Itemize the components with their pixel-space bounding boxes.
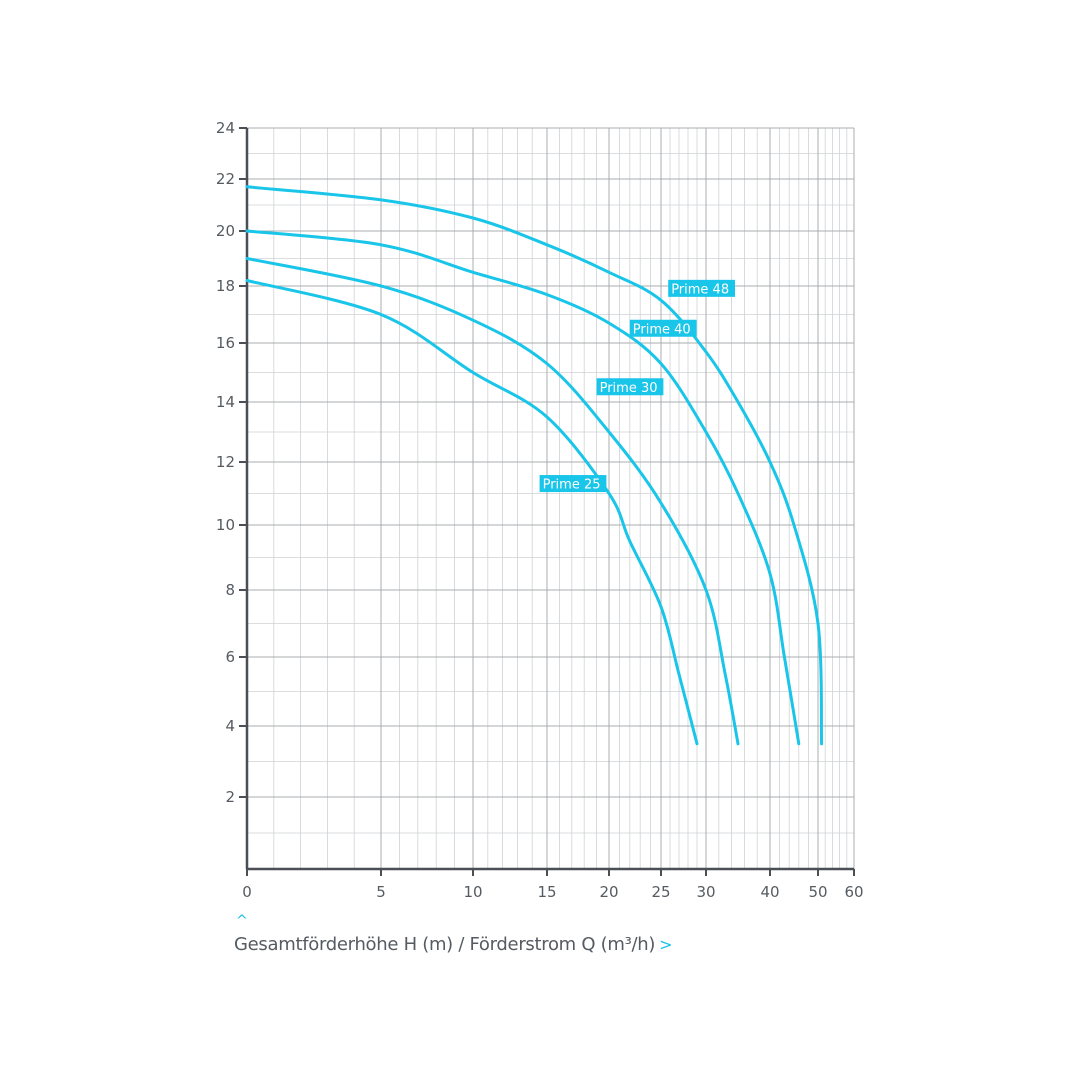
curves: [245, 185, 824, 746]
x-tick-label: 25: [651, 883, 670, 901]
series-curve: [245, 229, 801, 746]
series-label: Prime 48: [671, 282, 729, 297]
grid-major: [247, 127, 855, 869]
labels: Prime 25 Prime 30 Prime 40 Prime 48: [539, 279, 735, 493]
grid-minor: [247, 128, 854, 869]
series-label: Prime 25: [543, 478, 601, 493]
y-tick-label: 6: [225, 648, 235, 666]
y-tick-label: 2: [225, 788, 235, 806]
caret-up-icon: ^: [236, 913, 248, 929]
series-label-box: [629, 319, 697, 337]
axis-caption: Gesamtförderhöhe H (m) / Förderstrom Q (…: [234, 934, 673, 955]
y-tick-label: 12: [216, 453, 235, 471]
y-tick-label: 4: [225, 717, 235, 735]
series-curve: [245, 279, 699, 746]
x-tick-label: 40: [760, 883, 779, 901]
y-tick-label: 22: [216, 170, 235, 188]
y-tick-label: 16: [216, 334, 235, 352]
y-tick-label: 10: [216, 516, 235, 534]
x-tick-label: 15: [537, 883, 556, 901]
chevron-right-icon[interactable]: >: [659, 935, 673, 954]
x-tick-label: 60: [844, 883, 863, 901]
series-label: Prime 40: [633, 322, 691, 337]
series-label: Prime 30: [600, 381, 658, 396]
series-curve: [245, 257, 740, 746]
x-tick-label: 0: [242, 883, 252, 901]
x-tick-label: 20: [599, 883, 618, 901]
y-tick-label: 18: [216, 277, 235, 295]
x-tick-label: 30: [696, 883, 715, 901]
y-tick-label: 24: [216, 119, 235, 137]
x-tick-label: 10: [463, 883, 482, 901]
series-curve: [245, 185, 824, 746]
series-label-box: [539, 475, 607, 493]
x-axis-label: Gesamtförderhöhe H (m) / Förderstrom Q (…: [234, 934, 656, 955]
x-tick-label: 50: [808, 883, 827, 901]
x-tick-label: 5: [376, 883, 386, 901]
y-tick-label: 20: [216, 222, 235, 240]
y-tick-label: 14: [216, 393, 235, 411]
y-tick-label: 8: [225, 581, 235, 599]
series-label-box: [596, 378, 664, 396]
series-label-box: [668, 279, 735, 297]
